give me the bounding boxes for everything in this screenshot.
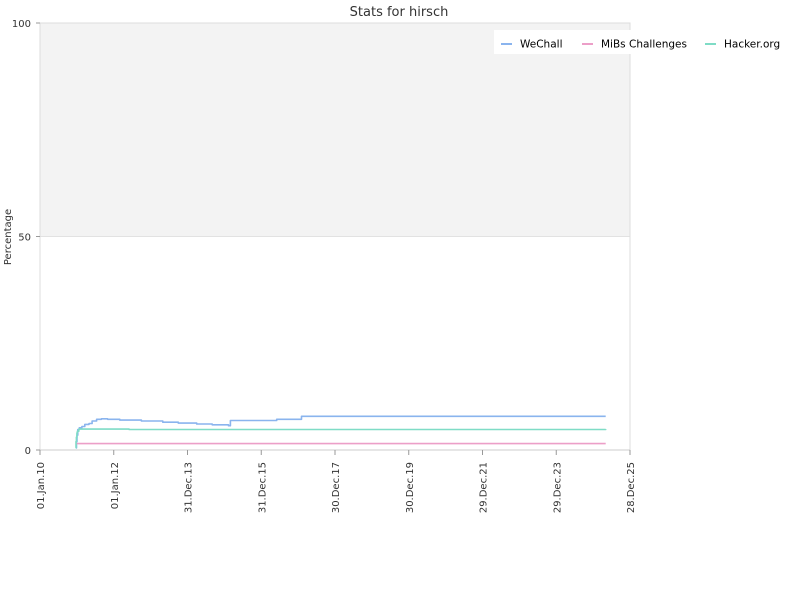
legend-label: MiBs Challenges (601, 39, 687, 51)
y-tick-label: 50 (18, 233, 31, 244)
y-tick-label: 100 (12, 19, 31, 30)
x-tick-label: 31.Dec.15 (257, 462, 268, 513)
legend: WeChall MiBs Challenges Hacker.org (494, 30, 794, 54)
x-tick-label: 29.Dec.21 (479, 462, 490, 513)
y-axis-label: Percentage (3, 209, 14, 265)
x-tick-label: 30.Dec.19 (405, 462, 416, 513)
legend-label: WeChall (520, 39, 562, 51)
x-tick-label: 31.Dec.13 (184, 462, 195, 513)
axes: 0 50 100 01.Jan.10 01.Jan.12 31.Dec.13 31.Dec.… (12, 19, 637, 513)
x-tick-label: 30.Dec.17 (331, 462, 342, 513)
x-tick-label: 01.Jan.12 (110, 462, 121, 509)
series-lines (75, 415, 607, 449)
background-bands (40, 23, 630, 450)
x-tick-label: 29.Dec.23 (552, 462, 563, 513)
series-line-hacker-org (75, 428, 607, 449)
background-band-0 (40, 23, 630, 237)
x-tick-label: 01.Jan.10 (36, 462, 47, 509)
y-tick-label: 0 (25, 446, 31, 457)
x-tick-label: 28.Dec.25 (626, 462, 637, 513)
legend-box (494, 30, 794, 54)
background-band-1 (40, 236, 630, 450)
legend-label: Hacker.org (724, 39, 780, 51)
chart-title: Stats for hirsch (350, 5, 449, 20)
